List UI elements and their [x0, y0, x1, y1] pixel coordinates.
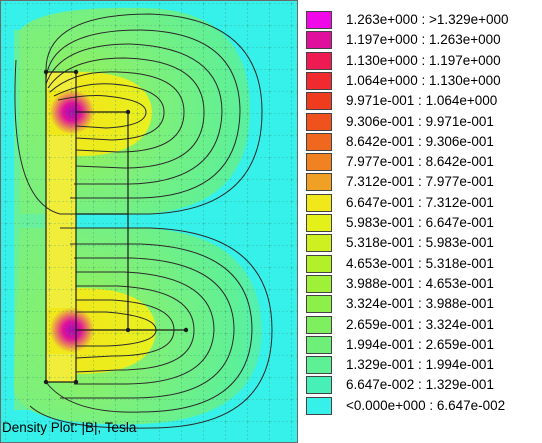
legend-swatch: [306, 316, 332, 334]
legend-item: 7.977e-001 : 8.642e-001: [306, 152, 542, 172]
legend-swatch: [306, 52, 332, 70]
legend-item: <0.000e+000 : 6.647e-002: [306, 396, 542, 416]
legend-label: 6.647e-001 : 7.312e-001: [346, 193, 494, 213]
legend-item: 9.971e-001 : 1.064e+000: [306, 91, 542, 111]
legend-swatch: [306, 295, 332, 313]
legend-item: 6.647e-001 : 7.312e-001: [306, 193, 542, 213]
legend-label: 5.318e-001 : 5.983e-001: [346, 233, 494, 253]
plot-caption: Density Plot: |B|, Tesla: [2, 420, 136, 435]
legend-label: 7.312e-001 : 7.977e-001: [346, 172, 494, 192]
legend-item: 4.653e-001 : 5.318e-001: [306, 254, 542, 274]
legend-item: 3.324e-001 : 3.988e-001: [306, 294, 542, 314]
legend-swatch: [306, 153, 332, 171]
legend-swatch: [306, 11, 332, 29]
legend-item: 5.983e-001 : 6.647e-001: [306, 213, 542, 233]
legend-swatch: [306, 72, 332, 90]
legend-swatch: [306, 31, 332, 49]
legend-item: 1.197e+000 : 1.263e+000: [306, 30, 542, 50]
legend-label: 1.064e+000 : 1.130e+000: [346, 71, 501, 91]
legend-swatch: [306, 397, 332, 415]
legend-label: 7.977e-001 : 8.642e-001: [346, 152, 494, 172]
legend-label: 3.324e-001 : 3.988e-001: [346, 294, 494, 314]
legend-item: 9.306e-001 : 9.971e-001: [306, 112, 542, 132]
legend-label: 1.197e+000 : 1.263e+000: [346, 30, 501, 50]
legend-label: 1.329e-001 : 1.994e-001: [346, 355, 494, 375]
legend-label: 9.971e-001 : 1.064e+000: [346, 91, 497, 111]
legend-swatch: [306, 376, 332, 394]
legend-swatch: [306, 194, 332, 212]
legend-label: 1.263e+000 : >1.329e+000: [346, 10, 509, 30]
legend-item: 3.988e-001 : 4.653e-001: [306, 274, 542, 294]
legend-label: 3.988e-001 : 4.653e-001: [346, 274, 494, 294]
legend-swatch: [306, 275, 332, 293]
legend-label: 4.653e-001 : 5.318e-001: [346, 254, 494, 274]
legend-swatch: [306, 113, 332, 131]
legend-swatch: [306, 214, 332, 232]
legend-swatch: [306, 173, 332, 191]
legend-swatch: [306, 336, 332, 354]
color-legend: 1.263e+000 : >1.329e+000 1.197e+000 : 1.2…: [298, 0, 542, 443]
legend-label: 5.983e-001 : 6.647e-001: [346, 213, 494, 233]
legend-item: 8.642e-001 : 9.306e-001: [306, 132, 542, 152]
legend-item: 6.647e-002 : 1.329e-001: [306, 375, 542, 395]
legend-label: 2.659e-001 : 3.324e-001: [346, 315, 494, 335]
field-density-plot: [0, 0, 298, 443]
legend-label: <0.000e+000 : 6.647e-002: [346, 396, 505, 416]
legend-item: 7.312e-001 : 7.977e-001: [306, 172, 542, 192]
legend-label: 9.306e-001 : 9.971e-001: [346, 112, 494, 132]
legend-label: 8.642e-001 : 9.306e-001: [346, 132, 494, 152]
legend-label: 6.647e-002 : 1.329e-001: [346, 375, 494, 395]
legend-swatch: [306, 255, 332, 273]
legend-item: 1.130e+000 : 1.197e+000: [306, 51, 542, 71]
legend-swatch: [306, 356, 332, 374]
legend-item: 1.994e-001 : 2.659e-001: [306, 335, 542, 355]
legend-swatch: [306, 92, 332, 110]
legend-item: 1.329e-001 : 1.994e-001: [306, 355, 542, 375]
legend-label: 1.994e-001 : 2.659e-001: [346, 335, 494, 355]
legend-swatch: [306, 133, 332, 151]
legend-item: 2.659e-001 : 3.324e-001: [306, 315, 542, 335]
legend-swatch: [306, 234, 332, 252]
legend-label: 1.130e+000 : 1.197e+000: [346, 51, 501, 71]
legend-item: 1.064e+000 : 1.130e+000: [306, 71, 542, 91]
legend-item: 1.263e+000 : >1.329e+000: [306, 10, 542, 30]
legend-item: 5.318e-001 : 5.983e-001: [306, 233, 542, 253]
